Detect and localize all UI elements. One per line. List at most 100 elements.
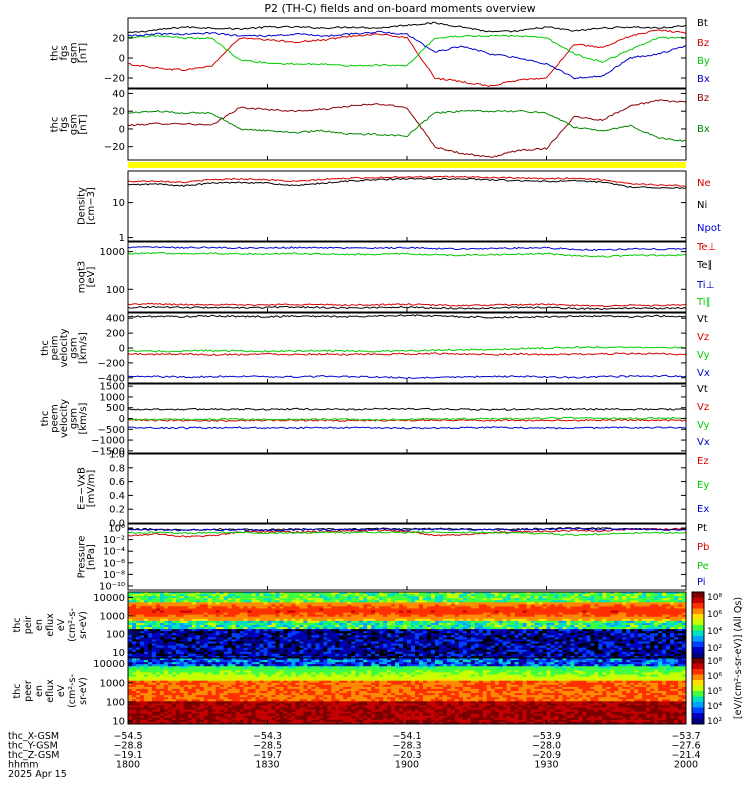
spectrogram-cell — [442, 655, 448, 659]
spectrogram-cell — [335, 604, 340, 607]
spectrogram-cell — [426, 612, 432, 616]
spectrogram-cell — [395, 662, 400, 665]
spectrogram-cell — [526, 625, 531, 628]
spectrogram-cell — [442, 600, 448, 603]
spectrogram-cell — [351, 592, 356, 595]
spectrogram-cell — [626, 629, 631, 632]
spectrogram-cell — [446, 596, 452, 599]
spectrogram-cell — [179, 618, 185, 622]
spectrogram-cell — [267, 627, 272, 630]
spectrogram-cell — [387, 627, 392, 630]
spectrogram-cell — [407, 592, 412, 595]
spectrogram-cell — [303, 635, 308, 638]
spectrogram-cell — [303, 641, 308, 644]
spectrogram-cell — [163, 622, 169, 626]
spectrogram-cell — [522, 614, 527, 618]
spectrogram-cell — [128, 631, 133, 634]
spectrogram-cell — [550, 631, 555, 634]
spectrogram-cell — [562, 594, 567, 597]
spectrogram-cell — [570, 653, 575, 657]
spectrogram-cell — [283, 604, 288, 607]
spectrogram-cell — [514, 645, 519, 649]
spectrogram-cell — [327, 608, 332, 611]
spectrogram-cell — [602, 658, 607, 661]
spectrogram-cell — [371, 645, 376, 649]
spectrogram-cell — [247, 635, 252, 638]
spectrogram-cell — [470, 625, 476, 628]
spectrogram-cell — [335, 592, 340, 595]
spectrogram-cell — [486, 637, 492, 640]
spectrogram-cell — [271, 596, 276, 599]
spectrogram-cell — [598, 651, 603, 655]
spectrogram-cell — [518, 598, 523, 601]
spectrogram-cell — [287, 658, 292, 661]
spectrogram-cell — [618, 651, 623, 655]
spectrogram-cell — [586, 622, 591, 626]
spectrogram-cell — [315, 620, 320, 624]
spectrogram-cell — [418, 660, 424, 663]
spectrogram-cell — [638, 641, 643, 644]
spectrogram-cell — [183, 598, 189, 601]
spectrogram-cell — [566, 653, 571, 657]
spectrogram-cell — [343, 651, 348, 655]
spectrogram-cell — [379, 649, 384, 653]
spectrogram-cell — [634, 633, 639, 636]
spectrogram-cell — [347, 662, 352, 665]
spectrogram-cell — [175, 612, 181, 616]
spectrogram-cell — [582, 625, 587, 628]
spectrogram-cell — [131, 600, 137, 603]
spectrogram-cell — [658, 618, 663, 622]
spectrogram-cell — [331, 639, 336, 642]
spectrogram-cell — [550, 610, 555, 614]
spectrogram-cell — [307, 592, 312, 595]
spectrogram-cell — [542, 602, 547, 605]
spectrogram-cell — [430, 633, 436, 636]
spectrogram-cell — [462, 649, 468, 653]
spectrogram-cell — [295, 641, 300, 644]
spectrogram-cell — [263, 620, 268, 624]
spectrogram-cell — [470, 602, 476, 605]
spectrogram-cell — [610, 633, 615, 636]
spectrogram-cell — [299, 641, 304, 644]
spectrogram-cell — [367, 616, 372, 620]
spectrogram-cell — [474, 606, 480, 609]
spectrogram-cell — [243, 610, 248, 614]
spectrogram-cell — [251, 608, 256, 611]
spectrogram-cell — [395, 596, 400, 599]
spectrogram-cell — [682, 633, 687, 636]
spectrogram-cell — [494, 598, 500, 601]
spectrogram-cell — [171, 622, 177, 626]
spectrogram-cell — [642, 598, 647, 601]
spectrogram-cell — [426, 629, 432, 632]
spectrogram-cell — [159, 618, 165, 622]
spectrogram-cell — [614, 600, 619, 603]
spectrogram-cell — [343, 606, 348, 609]
spectrogram-cell — [662, 620, 667, 624]
spectrogram-cell — [295, 618, 300, 622]
series-line-Bx — [127, 109, 687, 143]
spectrogram-cell — [147, 641, 153, 644]
spectrogram-cell — [422, 612, 428, 616]
spectrogram-cell — [458, 662, 464, 665]
spectrogram-cell — [646, 596, 651, 599]
spectrogram-cell — [279, 598, 284, 601]
spectrogram-cell — [283, 596, 288, 599]
spectrogram-cell — [614, 622, 619, 626]
spectrogram-cell — [518, 627, 523, 630]
spectrogram-cell — [387, 598, 392, 601]
spectrogram-cell — [215, 662, 221, 665]
spectrogram-cell — [442, 608, 448, 611]
spectrogram-cell — [215, 612, 221, 616]
spectrogram-cell — [319, 641, 324, 644]
spectrogram-cell — [558, 655, 563, 659]
spectrogram-cell — [618, 594, 623, 597]
spectrogram-cell — [251, 641, 256, 644]
spectrogram-cell — [450, 594, 456, 597]
spectrogram-cell — [327, 622, 332, 626]
spectrogram-cell — [470, 647, 476, 651]
spectrogram-cell — [375, 639, 380, 642]
spectrogram-cell — [171, 647, 177, 651]
spectrogram-cell — [502, 653, 508, 657]
spectrogram-cell — [347, 635, 352, 638]
spectrogram-cell — [183, 606, 189, 609]
